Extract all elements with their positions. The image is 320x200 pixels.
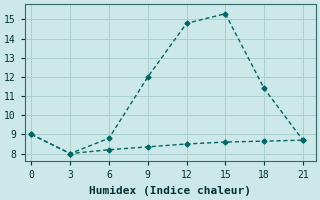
X-axis label: Humidex (Indice chaleur): Humidex (Indice chaleur) xyxy=(89,186,252,196)
